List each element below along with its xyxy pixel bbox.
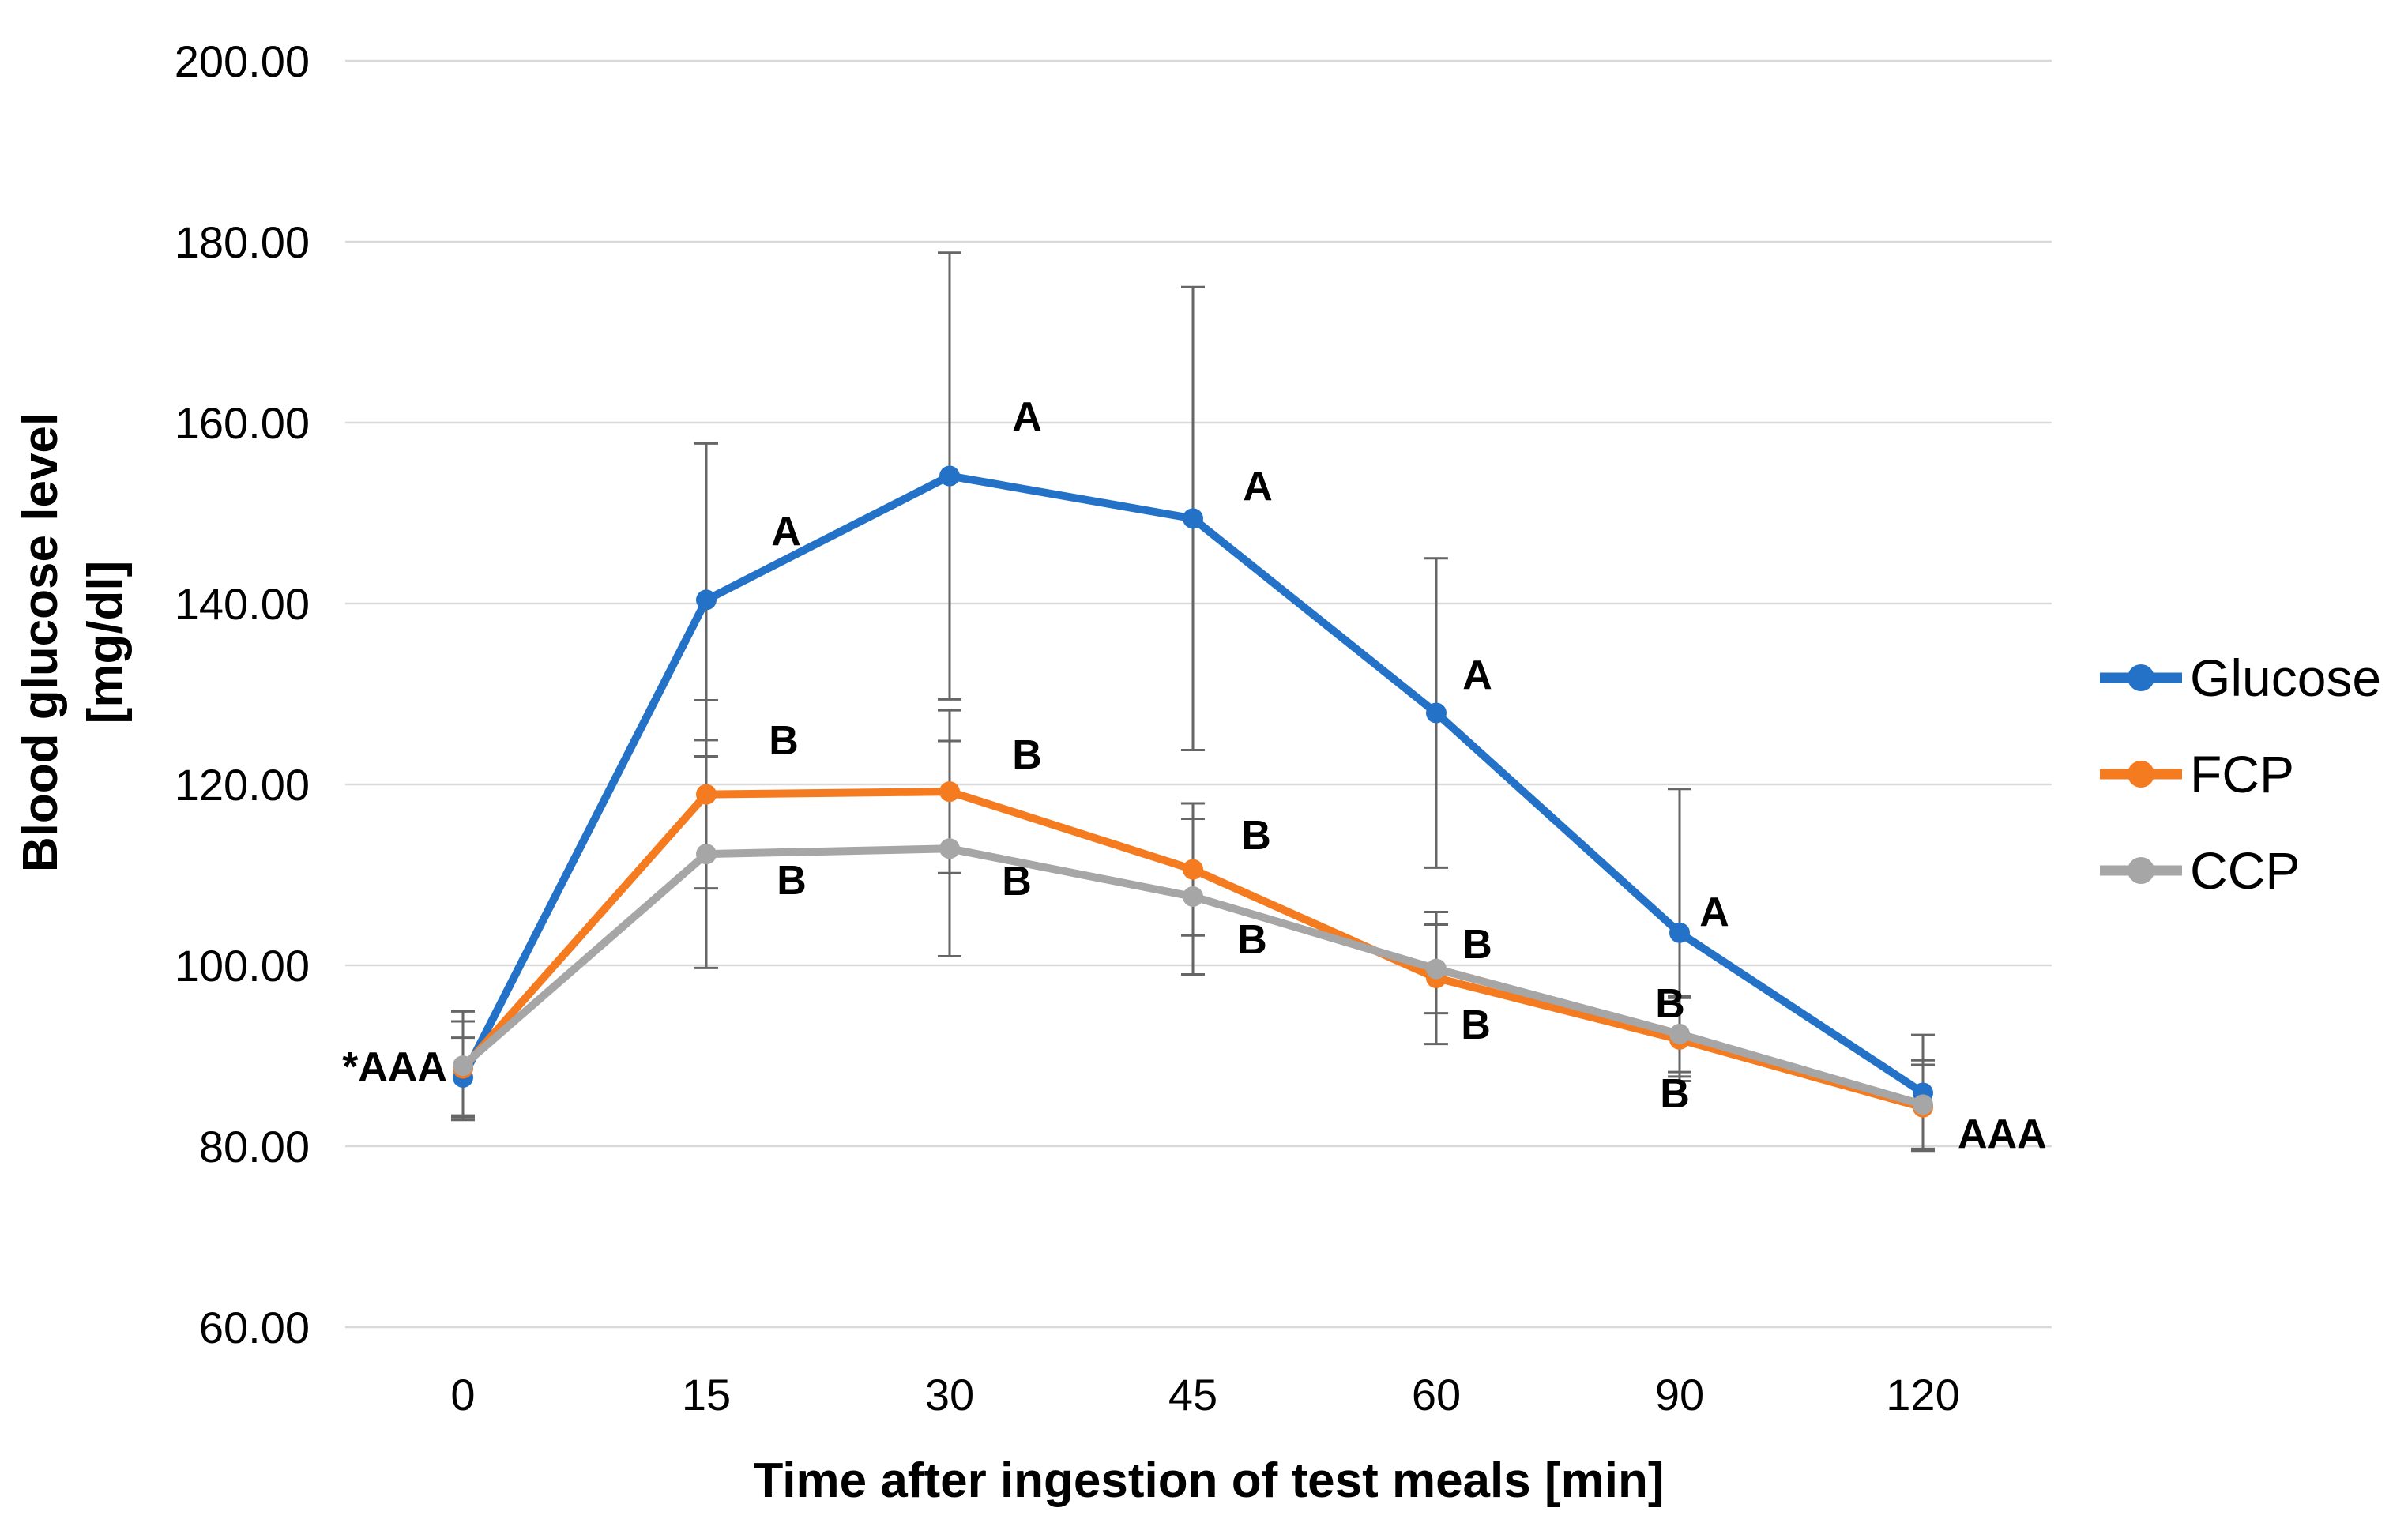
significance-annotation: B bbox=[777, 858, 807, 904]
legend-label: FCP bbox=[2190, 745, 2294, 803]
significance-annotation: A bbox=[1243, 464, 1273, 510]
series-ccp bbox=[453, 838, 1933, 1115]
significance-annotation: B bbox=[1461, 1002, 1491, 1048]
significance-annotation: B bbox=[1660, 1071, 1690, 1117]
data-point-marker-glucose bbox=[939, 465, 960, 487]
data-point-marker-glucose bbox=[1669, 922, 1690, 943]
data-point-marker-ccp bbox=[1669, 1024, 1690, 1045]
y-axis-title-line2: [mg/dl] bbox=[78, 561, 133, 724]
significance-annotation: *AAA bbox=[342, 1044, 447, 1090]
significance-annotation: AAA bbox=[1958, 1111, 2047, 1157]
data-point-marker-fcp bbox=[1183, 859, 1203, 880]
x-axis-title: Time after ingestion of test meals [min] bbox=[754, 1453, 1665, 1508]
significance-annotation: B bbox=[1237, 917, 1267, 963]
x-axis-tick-label: 120 bbox=[1886, 1370, 1959, 1420]
data-point-marker-ccp bbox=[696, 844, 717, 865]
significance-annotation: B bbox=[1462, 922, 1492, 968]
legend-marker bbox=[2128, 664, 2154, 691]
significance-annotation: B bbox=[1241, 813, 1271, 859]
x-axis-tick-label: 30 bbox=[925, 1370, 974, 1420]
data-point-marker-ccp bbox=[939, 838, 960, 859]
data-point-marker-ccp bbox=[1913, 1094, 1933, 1115]
x-axis-tick-label: 90 bbox=[1655, 1370, 1704, 1420]
significance-annotation: B bbox=[1012, 732, 1042, 778]
y-axis-tick-label: 100.00 bbox=[175, 941, 310, 991]
significance-annotation: B bbox=[1002, 859, 1032, 904]
legend-item-glucose: Glucose bbox=[2100, 649, 2381, 707]
x-axis-tick-label: 45 bbox=[1168, 1370, 1217, 1420]
legend-marker bbox=[2128, 761, 2154, 788]
x-axis-tick-label: 0 bbox=[450, 1370, 475, 1420]
data-point-marker-ccp bbox=[1183, 886, 1203, 907]
significance-annotation: A bbox=[1462, 652, 1492, 698]
data-point-marker-ccp bbox=[453, 1055, 473, 1077]
y-axis-tick-label: 60.00 bbox=[199, 1303, 310, 1352]
significance-annotation: B bbox=[769, 718, 799, 764]
legend-marker bbox=[2128, 857, 2154, 884]
data-point-marker-fcp bbox=[939, 781, 960, 803]
y-axis-tick-label: 140.00 bbox=[175, 579, 310, 629]
significance-annotation: A bbox=[1012, 394, 1042, 440]
y-axis-tick-label: 80.00 bbox=[199, 1122, 310, 1171]
data-point-marker-glucose bbox=[1426, 702, 1447, 724]
data-point-marker-glucose bbox=[1183, 508, 1203, 529]
x-axis-tick-label: 15 bbox=[682, 1370, 731, 1420]
y-axis-tick-label: 160.00 bbox=[175, 398, 310, 448]
x-axis-tick-label: 60 bbox=[1412, 1370, 1461, 1420]
legend-label: CCP bbox=[2190, 841, 2300, 900]
y-axis-title-line1: Blood glucose level bbox=[13, 412, 68, 872]
y-axis-tick-label: 200.00 bbox=[175, 36, 310, 86]
y-axis-tick-label: 180.00 bbox=[175, 217, 310, 267]
legend-item-ccp: CCP bbox=[2100, 841, 2300, 900]
y-axis-tick-label: 120.00 bbox=[175, 760, 310, 810]
data-point-marker-glucose bbox=[696, 589, 717, 611]
data-point-marker-fcp bbox=[696, 784, 717, 805]
significance-annotation: A bbox=[771, 509, 801, 555]
significance-annotation: A bbox=[1699, 889, 1729, 935]
legend-label: Glucose bbox=[2190, 649, 2381, 707]
data-point-marker-ccp bbox=[1426, 958, 1447, 980]
significance-annotation: B bbox=[1655, 981, 1685, 1027]
legend-item-fcp: FCP bbox=[2100, 745, 2294, 803]
